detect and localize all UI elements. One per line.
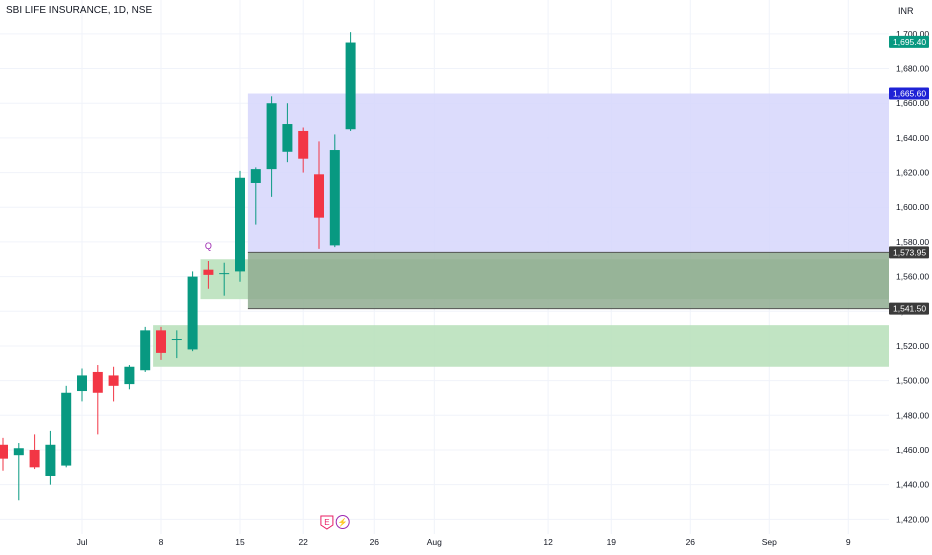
candle-body [109, 375, 119, 385]
y-tick-label: 1,460.00 [896, 445, 929, 455]
price-label-dark: 1,573.95 [889, 246, 929, 258]
zones [153, 94, 889, 367]
y-tick-label: 1,600.00 [896, 202, 929, 212]
zone-green [153, 325, 889, 367]
candle-body [77, 375, 87, 391]
candle-body [172, 339, 182, 340]
candle-body [298, 131, 308, 159]
y-tick-label: 1,680.00 [896, 64, 929, 74]
y-tick-label: 1,640.00 [896, 133, 929, 143]
candle-body [235, 178, 245, 272]
candle-body [219, 273, 229, 274]
x-tick-label: 26 [370, 537, 380, 547]
price-label-last: 1,695.40 [889, 36, 929, 48]
candle-body [251, 169, 261, 183]
candle-body [282, 124, 292, 152]
currency-label: INR [898, 6, 914, 16]
candle-body [156, 330, 166, 353]
x-tick-label: 26 [686, 537, 696, 547]
y-tick-label: 1,560.00 [896, 272, 929, 282]
candle-body [330, 150, 340, 245]
x-tick-label: Jul [77, 537, 88, 547]
marker-label: E [324, 518, 329, 527]
y-tick-label: 1,620.00 [896, 168, 929, 178]
x-tick-label: 22 [298, 537, 308, 547]
x-tick-label: 19 [607, 537, 617, 547]
earnings-marker[interactable]: E [321, 516, 333, 529]
dividend-marker[interactable]: ⚡ [336, 516, 349, 529]
candle-body [14, 448, 24, 455]
price-label-text: 1,541.50 [893, 304, 926, 314]
x-tick-label: 12 [543, 537, 553, 547]
candle-body [188, 277, 198, 350]
candle-body [45, 445, 55, 476]
candle-body [203, 270, 213, 275]
candle-body [93, 372, 103, 393]
y-tick-label: 1,440.00 [896, 480, 929, 490]
zone-dark [248, 252, 889, 308]
candle-body [124, 367, 134, 384]
x-tick-label: Sep [762, 537, 777, 547]
candle-body [0, 445, 8, 459]
x-tick-label: Aug [427, 537, 442, 547]
price-label-blue: 1,665.60 [889, 88, 929, 100]
y-tick-label: 1,500.00 [896, 376, 929, 386]
y-tick-label: 1,520.00 [896, 341, 929, 351]
price-label-dark: 1,541.50 [889, 303, 929, 315]
y-tick-label: 1,580.00 [896, 237, 929, 247]
price-axis[interactable]: 1,420.00 1,440.00 1,460.00 1,480.00 1,500.00… [896, 29, 929, 524]
x-tick-label: 9 [846, 537, 851, 547]
x-tick-label: 15 [235, 537, 245, 547]
candle-body [30, 450, 40, 467]
y-tick-label: 1,480.00 [896, 410, 929, 420]
price-label-text: 1,665.60 [893, 89, 926, 99]
price-label-text: 1,695.40 [893, 37, 926, 47]
candle-body [314, 174, 324, 217]
candle-body [140, 330, 150, 370]
x-tick-label: 8 [159, 537, 164, 547]
time-axis[interactable]: 24Jul8152226Aug121926Sep9 [0, 537, 851, 547]
y-tick-label: 1,660.00 [896, 98, 929, 108]
marker-label: ⚡ [338, 517, 348, 527]
candle-body [346, 43, 356, 130]
price-label-text: 1,573.95 [893, 247, 926, 257]
candle-body [61, 393, 71, 466]
chart-title: SBI LIFE INSURANCE, 1D, NSE [6, 5, 152, 16]
q-annotation: Q [205, 241, 212, 251]
zone-blue [248, 94, 889, 253]
candle-body [267, 103, 277, 169]
y-tick-label: 1,420.00 [896, 514, 929, 524]
